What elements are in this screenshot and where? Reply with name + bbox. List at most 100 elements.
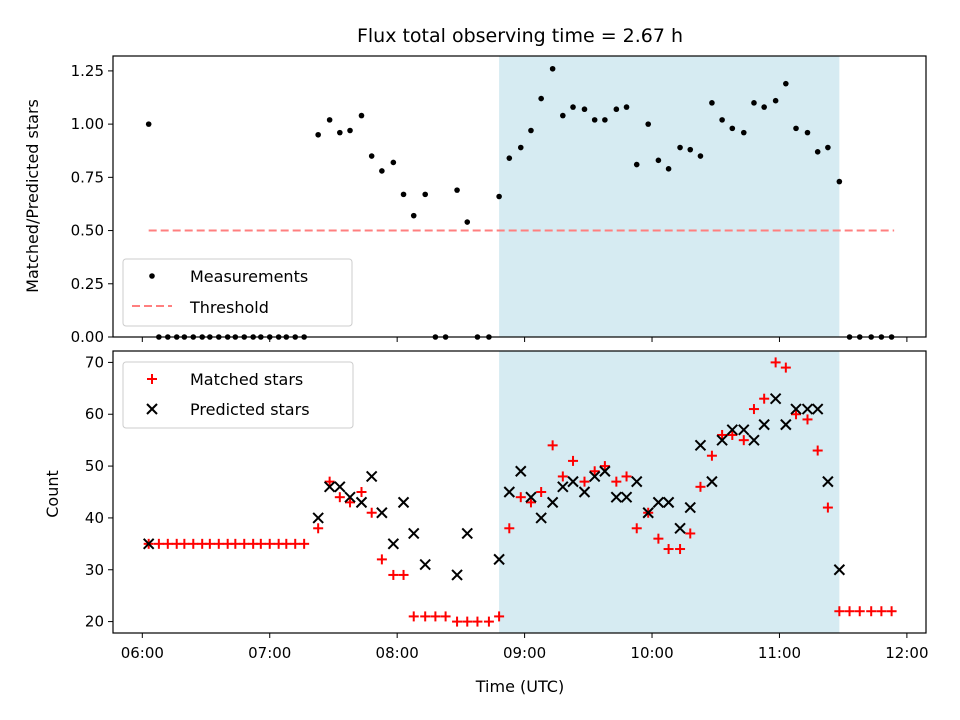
measurement-point [337,129,343,136]
measurement-point [368,153,375,159]
top-axes-frame [112,55,927,338]
legend-predicted-marker-b [146,403,158,415]
predicted-point-b [684,501,696,514]
chart-title: Flux total observing time = 2.67 h [357,25,683,47]
measurement-point [697,153,704,159]
measurement-point [783,80,789,87]
predicted-point-b [461,527,473,540]
bottom-panel: 20 30 40 50 60 70 06:00 07:00 08:00 09:00 10:00 11:… [85,350,929,662]
measurement-point [751,100,757,106]
predicted-point-b [419,558,431,571]
predicted-point-b [631,475,643,488]
measurement-point [814,148,821,155]
measurement-point [655,157,662,164]
measurement-point [275,334,282,340]
measurement-point [215,334,222,340]
measurement-point [390,159,397,166]
bottom-y-tick-label: 70 [85,353,104,371]
predicted-point-b [674,522,686,534]
measurement-point [496,193,502,200]
measurement-point [581,106,588,113]
predicted-point-b [525,491,537,503]
measurement-point [729,125,736,132]
measurement-point [868,334,875,340]
measurement-point [517,144,524,151]
predicted-point-b [503,486,516,498]
measurement-point [740,129,747,136]
measurement-point [173,334,180,340]
predicted-point-b [365,470,378,483]
bottom-x-tick-label: 07:00 [248,644,291,662]
measurement-point [709,100,715,106]
measurement-point [528,127,534,134]
measurement-point [241,334,248,340]
bottom-x-tick-label: 06:00 [121,644,164,662]
bottom-y-tick-label: 60 [85,405,104,423]
measurement-point [570,104,576,110]
measurement-point [825,144,831,151]
measurement-point [846,334,853,340]
measurement-point [645,121,652,127]
predicted-point-b [769,392,782,405]
measurement-point [358,112,365,119]
predicted-point-b [387,538,400,550]
measurement-point [836,178,843,185]
predicted-point-b [620,491,633,503]
measurement-point [410,212,417,219]
predicted-point-b [599,465,611,477]
measurement-point [190,334,197,340]
predicted-point-b [706,475,718,488]
predicted-point-b [567,475,579,488]
predicted-point-b [355,496,368,509]
bottom-axes-frame [112,350,927,634]
predicted-point-b [588,470,601,483]
measurement-point [856,334,863,340]
bottom-x-tick-label: 09:00 [503,644,546,662]
predicted-point-b [546,496,559,509]
predicted-point-b [716,434,728,446]
predicted-point-b [833,564,846,576]
measurement-point [156,334,162,340]
measurement-point [164,334,171,340]
bottom-x-tick-label: 10:00 [630,644,673,662]
measurement-point [454,187,460,193]
measurement-point [400,191,407,198]
measurement-point [878,334,885,340]
top-panel: 0.00 0.25 0.50 0.75 1.00 1.25 Measurements Thre… [71,55,927,346]
predicted-point-b [822,475,834,488]
measurement-point [633,161,640,168]
measurement-point [888,334,895,340]
bottom-legend-box [122,361,354,429]
predicted-point-b [578,486,591,498]
measurement-point [326,117,333,123]
predicted-point-b [748,434,760,446]
predicted-point-b [662,496,675,509]
predicted-point-b [323,481,336,493]
predicted-point-b [397,496,410,509]
predicted-point-b [557,481,569,493]
measurement-point [283,334,290,340]
bottom-observing-window [499,351,840,633]
x-axis-label: Time (UTC) [475,677,564,696]
predicted-point-b [738,424,750,436]
measurement-point [315,131,321,138]
measurement-point [793,125,799,132]
predicted-point-b [780,418,792,431]
measurement-point [379,168,385,174]
measurement-point [347,127,353,134]
measurement-point [250,334,256,340]
predicted-point-b [493,553,505,566]
measurement-point [623,104,630,110]
bottom-legend: Matched stars Predicted stars [122,361,354,429]
bottom-x-tick-label: 11:00 [758,644,801,662]
measurement-point [145,121,152,127]
legend-matched-label: Matched stars [190,370,303,389]
legend-measurement-marker [149,273,155,279]
predicted-point-b [790,403,802,415]
predicted-point-b [344,491,356,503]
predicted-point-b [515,465,527,477]
measurement-point [719,117,725,123]
measurement-point [761,104,767,110]
top-y-tick-label: 0.25 [71,275,104,293]
